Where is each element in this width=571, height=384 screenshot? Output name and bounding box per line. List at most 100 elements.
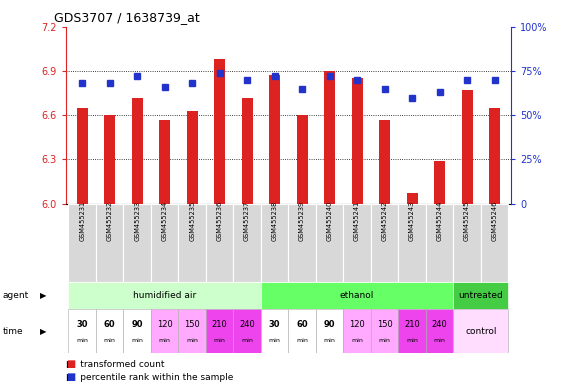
Text: 90: 90 xyxy=(131,320,143,329)
Bar xyxy=(343,204,371,282)
Text: GSM455237: GSM455237 xyxy=(244,201,250,241)
Text: GSM455240: GSM455240 xyxy=(327,201,332,241)
Bar xyxy=(288,309,316,353)
Bar xyxy=(151,204,178,282)
Text: GSM455245: GSM455245 xyxy=(464,201,470,241)
Bar xyxy=(151,309,178,353)
Bar xyxy=(187,111,198,204)
Text: GSM455246: GSM455246 xyxy=(492,201,497,241)
Bar xyxy=(379,120,390,204)
Text: ▶: ▶ xyxy=(39,327,46,336)
Bar xyxy=(159,120,170,204)
Text: GSM455233: GSM455233 xyxy=(134,201,140,241)
Bar xyxy=(399,204,426,282)
Text: min: min xyxy=(159,338,171,343)
Bar xyxy=(104,115,115,204)
Text: GSM455236: GSM455236 xyxy=(216,201,223,241)
Text: 150: 150 xyxy=(184,320,200,329)
Text: min: min xyxy=(214,338,226,343)
Text: GSM455243: GSM455243 xyxy=(409,201,415,241)
Bar xyxy=(96,309,123,353)
Text: untreated: untreated xyxy=(459,291,503,300)
Bar xyxy=(178,204,206,282)
Text: GDS3707 / 1638739_at: GDS3707 / 1638739_at xyxy=(54,12,200,25)
Bar xyxy=(69,204,96,282)
Bar xyxy=(206,309,234,353)
Text: ▶: ▶ xyxy=(39,291,46,300)
Text: min: min xyxy=(296,338,308,343)
Bar xyxy=(316,204,343,282)
Bar xyxy=(453,282,508,309)
Text: humidified air: humidified air xyxy=(133,291,196,300)
Bar xyxy=(261,309,288,353)
Bar xyxy=(481,204,508,282)
Text: GSM455235: GSM455235 xyxy=(189,201,195,241)
Text: min: min xyxy=(269,338,280,343)
Bar xyxy=(214,59,225,204)
Bar xyxy=(123,204,151,282)
Bar xyxy=(489,108,500,204)
Bar xyxy=(426,309,453,353)
Text: min: min xyxy=(351,338,363,343)
Text: GSM455238: GSM455238 xyxy=(272,201,278,241)
Text: min: min xyxy=(131,338,143,343)
Bar xyxy=(453,204,481,282)
Text: 120: 120 xyxy=(349,320,365,329)
Bar xyxy=(269,76,280,204)
Text: time: time xyxy=(3,327,23,336)
Text: 210: 210 xyxy=(212,320,227,329)
Bar xyxy=(96,204,123,282)
Text: agent: agent xyxy=(3,291,29,300)
Bar xyxy=(461,90,473,204)
Text: ■: ■ xyxy=(66,372,75,382)
Bar xyxy=(371,204,399,282)
Text: 90: 90 xyxy=(324,320,335,329)
Text: 240: 240 xyxy=(432,320,448,329)
Bar xyxy=(324,71,335,204)
Text: GSM455232: GSM455232 xyxy=(107,201,112,241)
Bar xyxy=(316,309,343,353)
Bar xyxy=(407,193,417,204)
Text: 120: 120 xyxy=(157,320,172,329)
Text: ■  percentile rank within the sample: ■ percentile rank within the sample xyxy=(66,373,233,382)
Text: GSM455242: GSM455242 xyxy=(381,201,388,241)
Bar xyxy=(206,204,234,282)
Bar xyxy=(343,309,371,353)
Text: GSM455239: GSM455239 xyxy=(299,201,305,241)
Text: GSM455231: GSM455231 xyxy=(79,201,85,241)
Bar xyxy=(261,282,453,309)
Text: GSM455234: GSM455234 xyxy=(162,201,168,241)
Bar xyxy=(69,282,261,309)
Bar xyxy=(434,161,445,204)
Text: min: min xyxy=(76,338,88,343)
Bar xyxy=(234,309,261,353)
Text: GSM455241: GSM455241 xyxy=(354,201,360,241)
Text: ethanol: ethanol xyxy=(340,291,374,300)
Bar xyxy=(399,309,426,353)
Text: 30: 30 xyxy=(269,320,280,329)
Text: 210: 210 xyxy=(404,320,420,329)
Text: ■: ■ xyxy=(66,359,75,369)
Bar xyxy=(242,98,252,204)
Bar xyxy=(132,98,143,204)
Text: 60: 60 xyxy=(104,320,115,329)
Bar xyxy=(371,309,399,353)
Bar xyxy=(178,309,206,353)
Bar xyxy=(426,204,453,282)
Text: control: control xyxy=(465,327,497,336)
Bar xyxy=(123,309,151,353)
Text: min: min xyxy=(324,338,336,343)
Text: 60: 60 xyxy=(296,320,308,329)
Text: 150: 150 xyxy=(377,320,392,329)
Bar xyxy=(77,108,88,204)
Bar xyxy=(234,204,261,282)
Text: min: min xyxy=(104,338,115,343)
Bar xyxy=(69,309,96,353)
Text: GSM455244: GSM455244 xyxy=(437,201,443,241)
Bar xyxy=(296,115,308,204)
Bar xyxy=(288,204,316,282)
Bar xyxy=(453,309,508,353)
Text: 30: 30 xyxy=(77,320,88,329)
Text: min: min xyxy=(379,338,391,343)
Text: 240: 240 xyxy=(239,320,255,329)
